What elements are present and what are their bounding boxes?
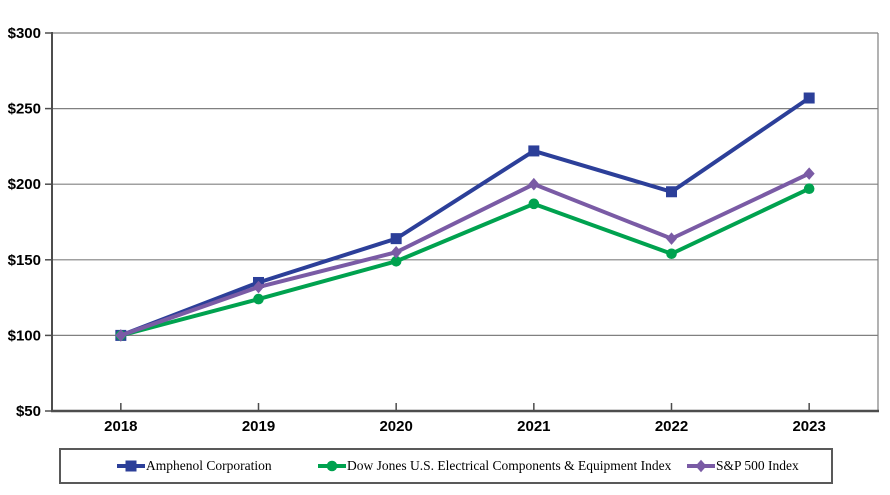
data-point-s2-3-diamond	[528, 177, 540, 191]
series-line-2	[118, 171, 812, 338]
x-axis-tick-label: 2023	[792, 418, 825, 435]
data-point-s2-5-diamond	[803, 167, 815, 180]
series-line-1	[118, 186, 812, 338]
y-axis-tick-label: $50	[16, 403, 41, 420]
x-axis-tick-label: 2021	[517, 418, 550, 435]
data-point-s1-5-circle	[803, 183, 815, 195]
data-point-s0-2-square	[390, 233, 402, 245]
chart-legend: Amphenol Corporation Dow Jones U.S. Elec…	[59, 448, 833, 484]
data-point-s2-0-diamond	[115, 329, 127, 342]
legend-item-amphenol: Amphenol Corporation	[117, 450, 272, 482]
data-point-s1-4-circle	[666, 248, 677, 260]
x-axis-tick-label: 2020	[379, 418, 412, 435]
data-point-s0-4-square	[666, 186, 677, 198]
legend-item-sp500-index: S&P 500 Index	[687, 450, 799, 482]
data-point-s1-3-circle	[528, 198, 540, 210]
y-axis-tick-label: $250	[8, 101, 41, 118]
data-point-s2-4-diamond	[666, 232, 677, 245]
y-axis-tick-label: $200	[8, 176, 41, 193]
data-point-s0-5-square	[803, 92, 815, 104]
data-point-s1-1-circle	[253, 293, 264, 305]
data-point-s2-1-diamond	[253, 280, 264, 294]
y-axis-tick-label: $300	[8, 25, 41, 42]
x-axis-tick-label: 2022	[655, 418, 688, 435]
data-point-s0-3-square	[528, 145, 540, 157]
legend-diamond-marker-icon	[687, 459, 715, 473]
legend-label-dow-jones-index: Dow Jones U.S. Electrical Components & E…	[347, 458, 672, 474]
legend-label-sp500-index: S&P 500 Index	[716, 458, 799, 474]
legend-marker-diamond	[695, 459, 707, 473]
line-chart-plot-area: $50 $100 $150 $200 $250 $300 2018 2019 2020 2021 2…	[8, 25, 879, 435]
data-point-s2-2-diamond	[390, 245, 402, 259]
legend-circle-marker-icon	[318, 460, 346, 472]
legend-item-dow-jones-index: Dow Jones U.S. Electrical Components & E…	[318, 450, 671, 482]
y-axis-tick-label: $150	[8, 252, 41, 269]
y-axis-tick-label: $100	[8, 327, 41, 344]
x-axis-tick-label: 2018	[104, 418, 137, 435]
data-point-s1-2-circle	[390, 256, 402, 267]
series-line-0	[118, 96, 812, 338]
legend-marker-square	[125, 460, 137, 472]
legend-label-amphenol: Amphenol Corporation	[146, 458, 272, 474]
legend-square-marker-icon	[117, 460, 145, 472]
x-axis-tick-label: 2019	[242, 418, 275, 435]
legend-marker-circle	[326, 460, 338, 472]
